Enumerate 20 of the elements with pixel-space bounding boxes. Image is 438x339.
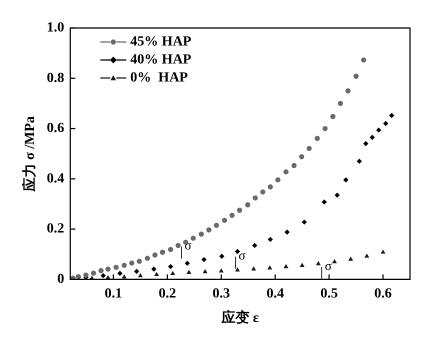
y-tick-label: 0.2 [46,222,64,237]
x-axis-title: 应变 ε [220,309,259,326]
y-tick-label: 0 [57,272,64,288]
y-tick-label: 0.8 [46,70,64,86]
annotation: σ [324,258,332,273]
x-tick-label: 0.4 [266,286,284,302]
legend-label: 45% HAP [130,34,192,50]
legend-label: 40% HAP [130,52,192,68]
x-tick-label: 0.1 [104,286,122,302]
x-tick-label: 0.5 [320,286,338,302]
x-tick-label: 0.2 [158,286,176,302]
y-tick-label: 0.4 [46,171,64,186]
x-tick-label: 0.6 [374,286,392,302]
x-tick-label: 0.3 [212,286,230,302]
y-tick-label: 0.6 [46,121,64,136]
legend-label: 0% HAP [130,70,188,86]
annotation: σ [184,238,192,253]
annotation: σ [238,248,246,263]
y-axis-title: 应力 σ /MPa [21,116,38,192]
y-tick-label: 1.0 [46,20,64,36]
